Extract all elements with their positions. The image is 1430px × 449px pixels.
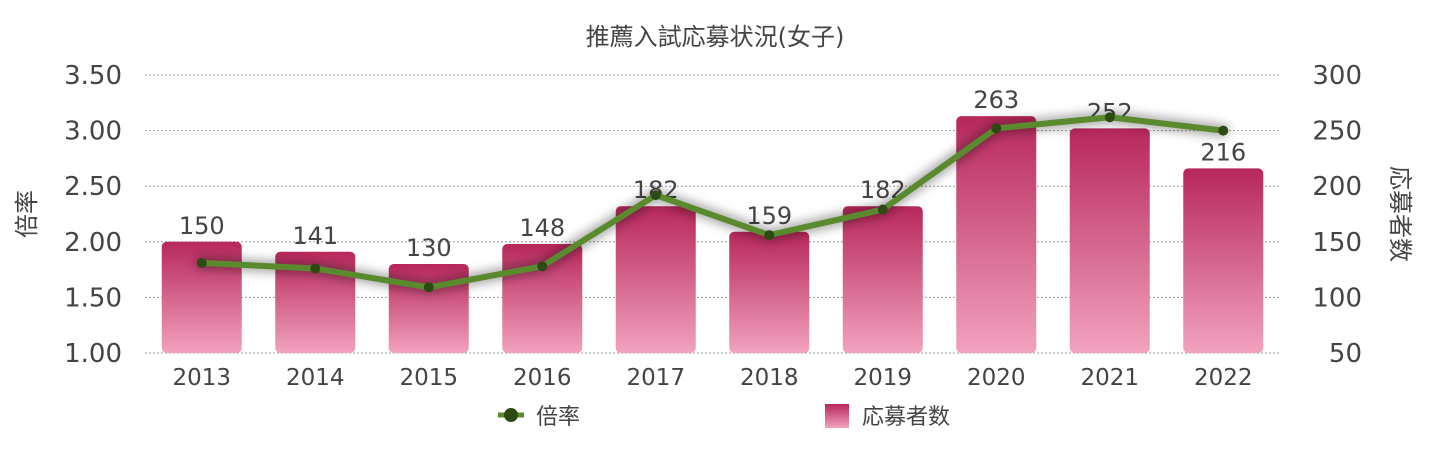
left-tick-label: 1.50 — [64, 283, 122, 313]
bar — [729, 231, 810, 353]
legend-bar-swatch — [825, 404, 849, 428]
ratio-marker — [991, 123, 1002, 134]
bar-value-label: 148 — [519, 214, 565, 242]
x-tick-label: 2020 — [967, 365, 1026, 391]
x-tick-label: 2018 — [740, 365, 799, 391]
legend-line-marker — [504, 408, 518, 422]
left-axis-ticks: 1.00 1.50 2.00 2.50 3.00 3.50 — [64, 61, 122, 369]
ratio-marker — [1104, 112, 1115, 123]
bar — [956, 116, 1037, 353]
bar-value-label: 150 — [179, 212, 225, 240]
bar — [1183, 168, 1264, 353]
left-tick-label: 2.50 — [64, 172, 122, 202]
legend-label-ratio: 倍率 — [536, 405, 580, 430]
x-tick-label: 2015 — [399, 365, 458, 391]
x-tick-label: 2016 — [513, 365, 572, 391]
x-tick-label: 2021 — [1080, 365, 1139, 391]
legend: 倍率 応募者数 — [498, 404, 950, 430]
left-tick-label: 3.50 — [64, 61, 122, 91]
right-tick-label: 250 — [1312, 117, 1362, 147]
ratio-marker — [423, 282, 434, 293]
ratio-marker — [310, 263, 321, 274]
chart-title: 推薦入試応募状況(女子) — [586, 23, 845, 51]
right-tick-label: 100 — [1312, 283, 1362, 313]
right-axis-ticks: 50 100 150 200 250 300 — [1312, 61, 1362, 369]
left-tick-label: 1.00 — [64, 339, 122, 369]
bars-layer — [161, 116, 1264, 353]
ratio-marker — [877, 204, 888, 215]
ratio-marker — [764, 230, 775, 241]
bar-value-label: 263 — [973, 86, 1019, 114]
right-axis-label: 応募者数 — [1386, 166, 1414, 262]
x-tick-label: 2013 — [172, 365, 231, 391]
line-layer — [195, 111, 1230, 294]
bar-value-label: 130 — [406, 234, 452, 262]
left-tick-label: 3.00 — [64, 117, 122, 147]
x-axis-ticks: 2013 2014 2015 2016 2017 2018 2019 2020 2021 2022 — [172, 365, 1252, 391]
x-tick-label: 2019 — [853, 365, 912, 391]
legend-item-line: 倍率 — [498, 405, 580, 430]
ratio-marker — [537, 261, 548, 272]
x-tick-label: 2017 — [626, 365, 685, 391]
right-tick-label: 150 — [1312, 228, 1362, 258]
right-tick-label: 50 — [1329, 339, 1362, 369]
bar — [842, 206, 923, 353]
legend-item-bar: 応募者数 — [825, 404, 950, 430]
left-tick-label: 2.00 — [64, 228, 122, 258]
right-tick-label: 200 — [1312, 172, 1362, 202]
right-tick-label: 300 — [1312, 61, 1362, 91]
left-axis-label: 倍率 — [13, 190, 41, 238]
ratio-line — [198, 114, 1227, 291]
bar — [615, 206, 696, 353]
bar-value-label: 141 — [292, 222, 338, 250]
legend-label-applicants: 応募者数 — [862, 405, 950, 430]
ratio-marker — [1218, 125, 1229, 136]
x-tick-label: 2022 — [1194, 365, 1253, 391]
ratio-marker — [196, 257, 207, 268]
ratio-marker — [650, 190, 661, 201]
bar-labels-layer: 150141130148182159182263252216 — [179, 86, 1246, 262]
bar-value-label: 216 — [1200, 138, 1246, 166]
x-tick-label: 2014 — [286, 365, 345, 391]
bar — [1069, 128, 1150, 353]
